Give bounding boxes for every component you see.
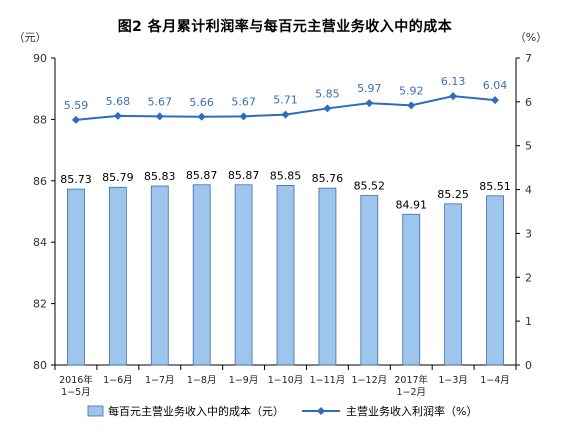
left-tick-label: 84 xyxy=(33,236,47,249)
line-point xyxy=(239,112,248,121)
line-value-label: 5.67 xyxy=(231,95,256,108)
x-tick-label: 1−12月 xyxy=(352,375,388,386)
x-tick-label: 2016年 xyxy=(59,374,93,386)
bar xyxy=(444,203,463,366)
x-tick-label: 1−2月 xyxy=(396,387,426,398)
line-value-label: 5.66 xyxy=(189,96,214,109)
left-axis-unit: （元） xyxy=(14,31,47,44)
bar-value-label: 85.87 xyxy=(228,169,260,182)
line-point xyxy=(281,110,290,119)
line-value-label: 5.68 xyxy=(106,95,131,108)
bar xyxy=(192,184,211,366)
x-tick-label: 1−8月 xyxy=(187,375,217,386)
left-tick-label: 88 xyxy=(33,113,47,126)
bar xyxy=(486,195,504,366)
line-value-label: 5.59 xyxy=(64,99,89,112)
line-point xyxy=(197,112,206,121)
x-tick-label: 1−6月 xyxy=(103,375,133,386)
right-tick-label: 5 xyxy=(525,140,532,153)
line-value-label: 6.04 xyxy=(483,79,508,92)
bar xyxy=(150,185,169,366)
bar-value-label: 85.83 xyxy=(144,170,176,183)
legend-line-marker xyxy=(317,407,325,415)
right-tick-label: 3 xyxy=(525,227,532,240)
legend-bar-label: 每百元主营业务收入中的成本（元） xyxy=(108,404,284,418)
line-value-label: 5.71 xyxy=(273,94,298,107)
right-tick-label: 2 xyxy=(525,271,532,284)
right-tick-label: 1 xyxy=(525,315,532,328)
bar-value-label: 85.76 xyxy=(312,172,344,185)
right-tick-label: 4 xyxy=(525,184,532,197)
bar xyxy=(402,213,421,366)
line-point xyxy=(449,92,458,101)
bar-value-label: 85.85 xyxy=(270,169,302,182)
x-tick-label: 1−9月 xyxy=(229,375,259,386)
bar-value-label: 85.52 xyxy=(354,180,386,193)
x-tick-label: 2017年 xyxy=(394,374,428,386)
x-tick-label: 1−11月 xyxy=(310,375,346,386)
bar-value-label: 85.25 xyxy=(437,188,469,201)
line-point xyxy=(113,111,122,120)
right-axis-unit: （%） xyxy=(515,31,547,44)
left-tick-label: 80 xyxy=(33,359,47,372)
line-point xyxy=(491,96,500,105)
x-tick-label: 1−10月 xyxy=(268,375,304,386)
bar xyxy=(276,185,295,366)
left-tick-label: 86 xyxy=(33,175,47,188)
bar xyxy=(318,187,337,366)
bar-value-label: 85.87 xyxy=(186,169,218,182)
chart-title: 图2 各月累计利润率与每百元主营业务收入中的成本 xyxy=(117,19,453,35)
bar-value-label: 85.51 xyxy=(479,180,511,193)
bar xyxy=(234,184,253,366)
line-value-label: 5.85 xyxy=(315,87,340,100)
line-point xyxy=(71,115,80,124)
line-value-label: 5.92 xyxy=(399,84,424,97)
right-tick-label: 6 xyxy=(525,96,532,109)
line-point xyxy=(407,101,416,110)
line-value-label: 6.13 xyxy=(441,75,466,88)
line-point xyxy=(323,104,332,113)
left-tick-label: 90 xyxy=(33,52,47,65)
bar xyxy=(67,188,85,366)
legend-line-label: 主营业务收入利润率（%） xyxy=(346,404,477,418)
x-tick-label: 1−4月 xyxy=(480,375,510,386)
line-point xyxy=(365,99,374,108)
bar xyxy=(360,195,379,366)
right-tick-label: 7 xyxy=(525,52,532,65)
line-point xyxy=(155,112,164,121)
bar xyxy=(108,186,127,366)
line-value-label: 5.97 xyxy=(357,82,382,95)
line-value-label: 5.67 xyxy=(148,95,173,108)
x-tick-label: 1−3月 xyxy=(438,375,468,386)
bar-value-label: 85.73 xyxy=(60,173,92,186)
legend-bar-swatch xyxy=(87,405,104,417)
bar-value-label: 85.79 xyxy=(102,171,134,184)
x-tick-label: 1−7月 xyxy=(145,375,175,386)
right-tick-label: 0 xyxy=(525,359,532,372)
bar-value-label: 84.91 xyxy=(395,198,427,211)
left-tick-label: 82 xyxy=(33,298,47,311)
x-tick-label: 1−5月 xyxy=(61,387,91,398)
